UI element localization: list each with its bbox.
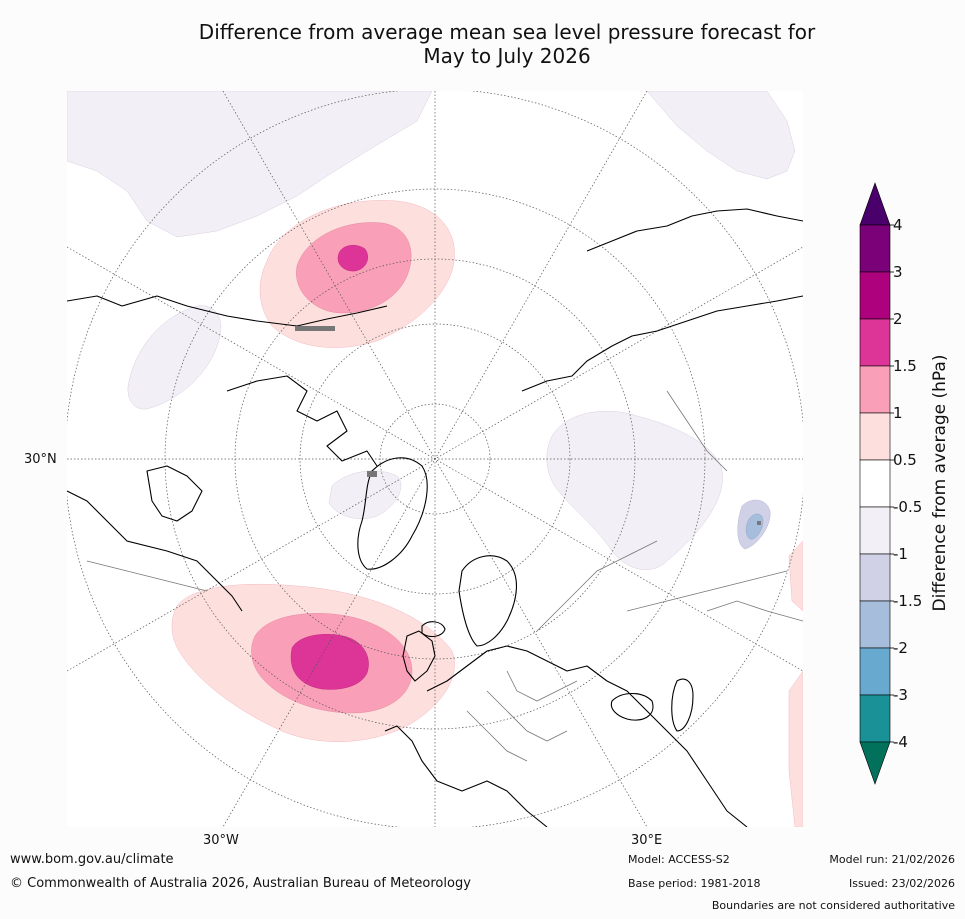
boundary-europe-3: [466, 710, 528, 762]
ice-patch-3: [757, 521, 761, 525]
colorbar-bin: [859, 365, 891, 414]
colorbar-bin: [859, 506, 891, 555]
anomaly-neg-siberia: [646, 91, 796, 180]
colorbar-bin: [859, 647, 891, 696]
colorbar-tick-label: 0.5: [893, 451, 917, 469]
colorbar-tick-label: 1: [893, 404, 903, 422]
colorbar: 4 3 2 1.5 1 0.5 -0.5 -1 -1.5 -2 -3 -4: [820, 180, 965, 790]
graticule: [67, 91, 803, 827]
anomaly-pos-east-edge-lower: [788, 670, 803, 827]
coast-north-america-east: [67, 490, 243, 612]
anomaly-pos-bering-core: [337, 245, 368, 272]
colorbar-extend-high: [859, 182, 891, 226]
colorbar-tick-label: -2: [893, 639, 908, 657]
boundary-russia-kazakhstan: [626, 570, 788, 612]
footer-issued: Issued: 23/02/2026: [848, 877, 955, 890]
footer-base-period: Base period: 1981-2018: [628, 877, 761, 890]
anomaly-neg-canada: [127, 305, 222, 410]
footer-copyright: © Commonwealth of Australia 2026, Austra…: [10, 876, 471, 891]
anomaly-neg-arctic-pacific: [67, 91, 433, 238]
meridian-60e: [67, 246, 803, 672]
footer-model-run: Model run: 21/02/2026: [829, 853, 955, 866]
coast-siberia-north: [586, 208, 803, 252]
colorbar-tick-label: 3: [893, 263, 903, 281]
coast-iberia-mediterranean: [384, 725, 548, 827]
boundary-europe-1: [486, 690, 568, 742]
boundary-china-mongolia: [706, 600, 803, 622]
title-line-2: May to July 2026: [423, 44, 591, 68]
anomaly-neg-central-asia: [546, 411, 723, 570]
coast-caspian: [671, 678, 694, 732]
colorbar-bin: [859, 600, 891, 649]
footer-website: www.bom.gov.au/climate: [10, 852, 174, 867]
lat-label-30n: 30°N: [24, 452, 57, 467]
ice-patch-2: [367, 471, 377, 477]
anomaly-pos-east-edge: [788, 540, 803, 612]
coastlines: [67, 208, 803, 827]
footer-disclaimer: Boundaries are not considered authoritat…: [711, 899, 955, 912]
footer-model: Model: ACCESS-S2: [628, 853, 730, 866]
coast-scandinavia: [458, 555, 518, 647]
title-line-1: Difference from average mean sea level p…: [198, 20, 816, 44]
colorbar-tick-label: -3: [893, 686, 908, 704]
colorbar-extend-low: [859, 741, 891, 785]
colorbar-tick-label: 1.5: [893, 357, 917, 375]
coast-greenland: [357, 457, 428, 570]
colorbar-bin: [859, 271, 891, 320]
colorbar-tick-label: -1: [893, 545, 908, 563]
anomaly-neg-mongolia-core: [745, 513, 764, 540]
boundary-europe-2: [506, 670, 578, 702]
colorbar-tick-label: -0.5: [893, 498, 922, 516]
anomaly-pos-atlantic-core: [290, 634, 369, 690]
colorbar-bin: [859, 318, 891, 367]
coast-russia-arctic: [521, 295, 803, 392]
colorbar-bin: [859, 694, 891, 743]
colorbar-label: Difference from average (hPa): [930, 354, 950, 612]
colorbar-bin: [859, 459, 891, 508]
ice-patch-1: [295, 326, 335, 331]
colorbar-bin: [859, 224, 891, 273]
colorbar-tick-label: -4: [893, 733, 908, 751]
anomaly-neg-greenland: [328, 470, 402, 519]
colorbar-bin: [859, 412, 891, 461]
polar-map: [67, 91, 803, 827]
latitude-circle-60n: [299, 323, 571, 595]
coast-iceland: [421, 621, 446, 638]
colorbar-bin: [859, 553, 891, 602]
lon-label-30e: 30°E: [631, 833, 663, 848]
coast-hudson-bay: [146, 465, 203, 522]
colorbar-tick-label: 4: [893, 216, 903, 234]
map-panel: [67, 91, 803, 827]
boundary-russia-west: [536, 540, 658, 632]
chart-title: Difference from average mean sea level p…: [0, 20, 965, 68]
boundary-siberia-regions: [666, 390, 728, 472]
lon-label-30w: 30°W: [203, 833, 239, 848]
boundary-canada-us: [86, 560, 208, 592]
sea-ice-patches: [295, 326, 761, 525]
colorbar-tick-label: 2: [893, 310, 903, 328]
coast-alaska: [67, 295, 388, 327]
coast-canada-arctic: [226, 375, 378, 467]
coast-europe: [426, 645, 748, 827]
colorbar-svg: 4 3 2 1.5 1 0.5 -0.5 -1 -1.5 -2 -3 -4: [859, 182, 922, 785]
coast-british-isles: [402, 630, 436, 682]
coast-black-caspian: [610, 692, 654, 721]
country-boundaries: [86, 390, 803, 762]
colorbar-tick-label: -1.5: [893, 592, 922, 610]
